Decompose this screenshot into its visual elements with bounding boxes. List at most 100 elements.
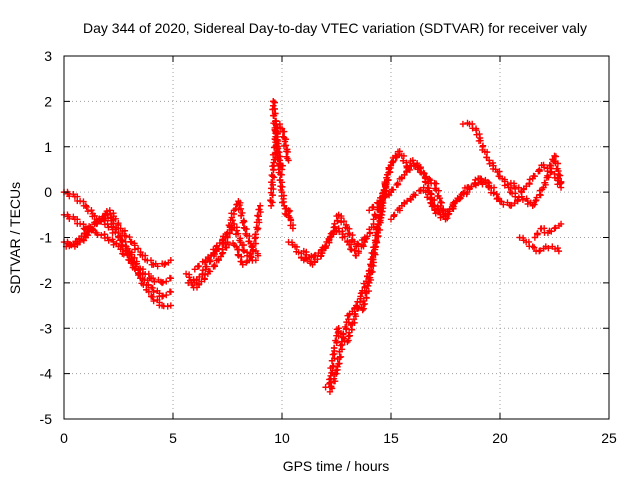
data-point [328, 383, 335, 390]
data-point [519, 196, 527, 203]
data-point [270, 156, 278, 163]
data-point [131, 246, 139, 253]
data-point [385, 176, 392, 184]
data-point [149, 275, 157, 282]
data-point [508, 201, 515, 209]
data-point [164, 303, 171, 310]
data-point [423, 173, 430, 180]
y-tick-label: -5 [40, 411, 53, 427]
data-point [217, 253, 225, 260]
data-point [482, 179, 490, 187]
data-point [225, 241, 233, 248]
data-point [273, 124, 280, 131]
data-point [268, 171, 275, 179]
data-point [459, 120, 467, 128]
data-point [354, 240, 361, 247]
data-point [134, 245, 142, 252]
data-point [66, 192, 73, 200]
data-point [331, 220, 338, 227]
data-point [254, 252, 262, 259]
data-point [428, 203, 436, 210]
data-point [252, 256, 260, 264]
y-tick-label: -4 [40, 366, 53, 382]
data-point [195, 281, 203, 288]
data-point [359, 306, 366, 314]
data-point [486, 160, 493, 167]
data-point [326, 388, 334, 395]
data-point [110, 241, 117, 249]
data-point [198, 278, 205, 285]
data-point [226, 230, 234, 237]
data-point [392, 152, 400, 160]
data-point [532, 197, 539, 205]
data-point [278, 166, 286, 173]
data-point [382, 193, 389, 200]
data-point [332, 337, 339, 344]
data-point [348, 326, 356, 334]
data-point [340, 217, 348, 225]
data-point [556, 180, 564, 187]
data-point [540, 164, 548, 171]
data-point [126, 233, 133, 241]
data-point [432, 180, 440, 187]
data-point [193, 277, 200, 284]
data-point [131, 254, 138, 261]
data-point [389, 186, 397, 193]
data-point [154, 263, 161, 270]
data-point [105, 237, 112, 244]
data-point [252, 231, 259, 238]
data-point [533, 194, 540, 201]
data-point [128, 238, 135, 246]
data-point [322, 244, 330, 252]
data-point [285, 157, 292, 164]
data-point [514, 197, 521, 205]
data-point [87, 223, 94, 231]
data-point [96, 215, 103, 222]
data-point [159, 292, 167, 300]
data-point [267, 197, 274, 204]
data-point [380, 186, 388, 193]
data-point [282, 142, 290, 149]
data-point [115, 221, 122, 229]
series-trace-18 [459, 119, 519, 200]
y-tick-label: -2 [40, 275, 53, 291]
data-point [239, 261, 246, 268]
data-point [427, 199, 434, 206]
data-markers [60, 98, 565, 395]
data-point [534, 230, 541, 237]
data-point [270, 120, 277, 127]
data-point [557, 220, 565, 228]
x-tick-label: 10 [274, 430, 290, 446]
data-point [75, 236, 83, 243]
data-point [105, 224, 112, 231]
data-point [344, 338, 351, 346]
data-point [363, 294, 370, 302]
data-point [445, 211, 452, 218]
data-point [536, 247, 544, 254]
data-point [412, 191, 419, 199]
data-point [530, 244, 538, 251]
data-point [391, 211, 398, 219]
data-point [548, 228, 555, 235]
data-point [552, 153, 560, 160]
data-point [306, 254, 313, 261]
data-point [370, 249, 377, 256]
data-point [355, 248, 362, 255]
data-point [66, 215, 73, 223]
data-point [303, 255, 310, 262]
data-point [346, 225, 353, 233]
series-trace-22 [531, 220, 565, 241]
data-point [122, 232, 130, 240]
data-point [529, 243, 536, 250]
y-tick-label: 2 [44, 93, 52, 109]
data-point [112, 226, 120, 233]
series-trace-21 [516, 234, 563, 255]
data-point [237, 258, 244, 265]
data-point [186, 274, 193, 281]
data-point [149, 293, 156, 301]
data-point [370, 203, 377, 211]
data-point [387, 216, 395, 223]
data-point [273, 130, 280, 138]
data-point [337, 218, 345, 226]
data-point [270, 112, 277, 119]
